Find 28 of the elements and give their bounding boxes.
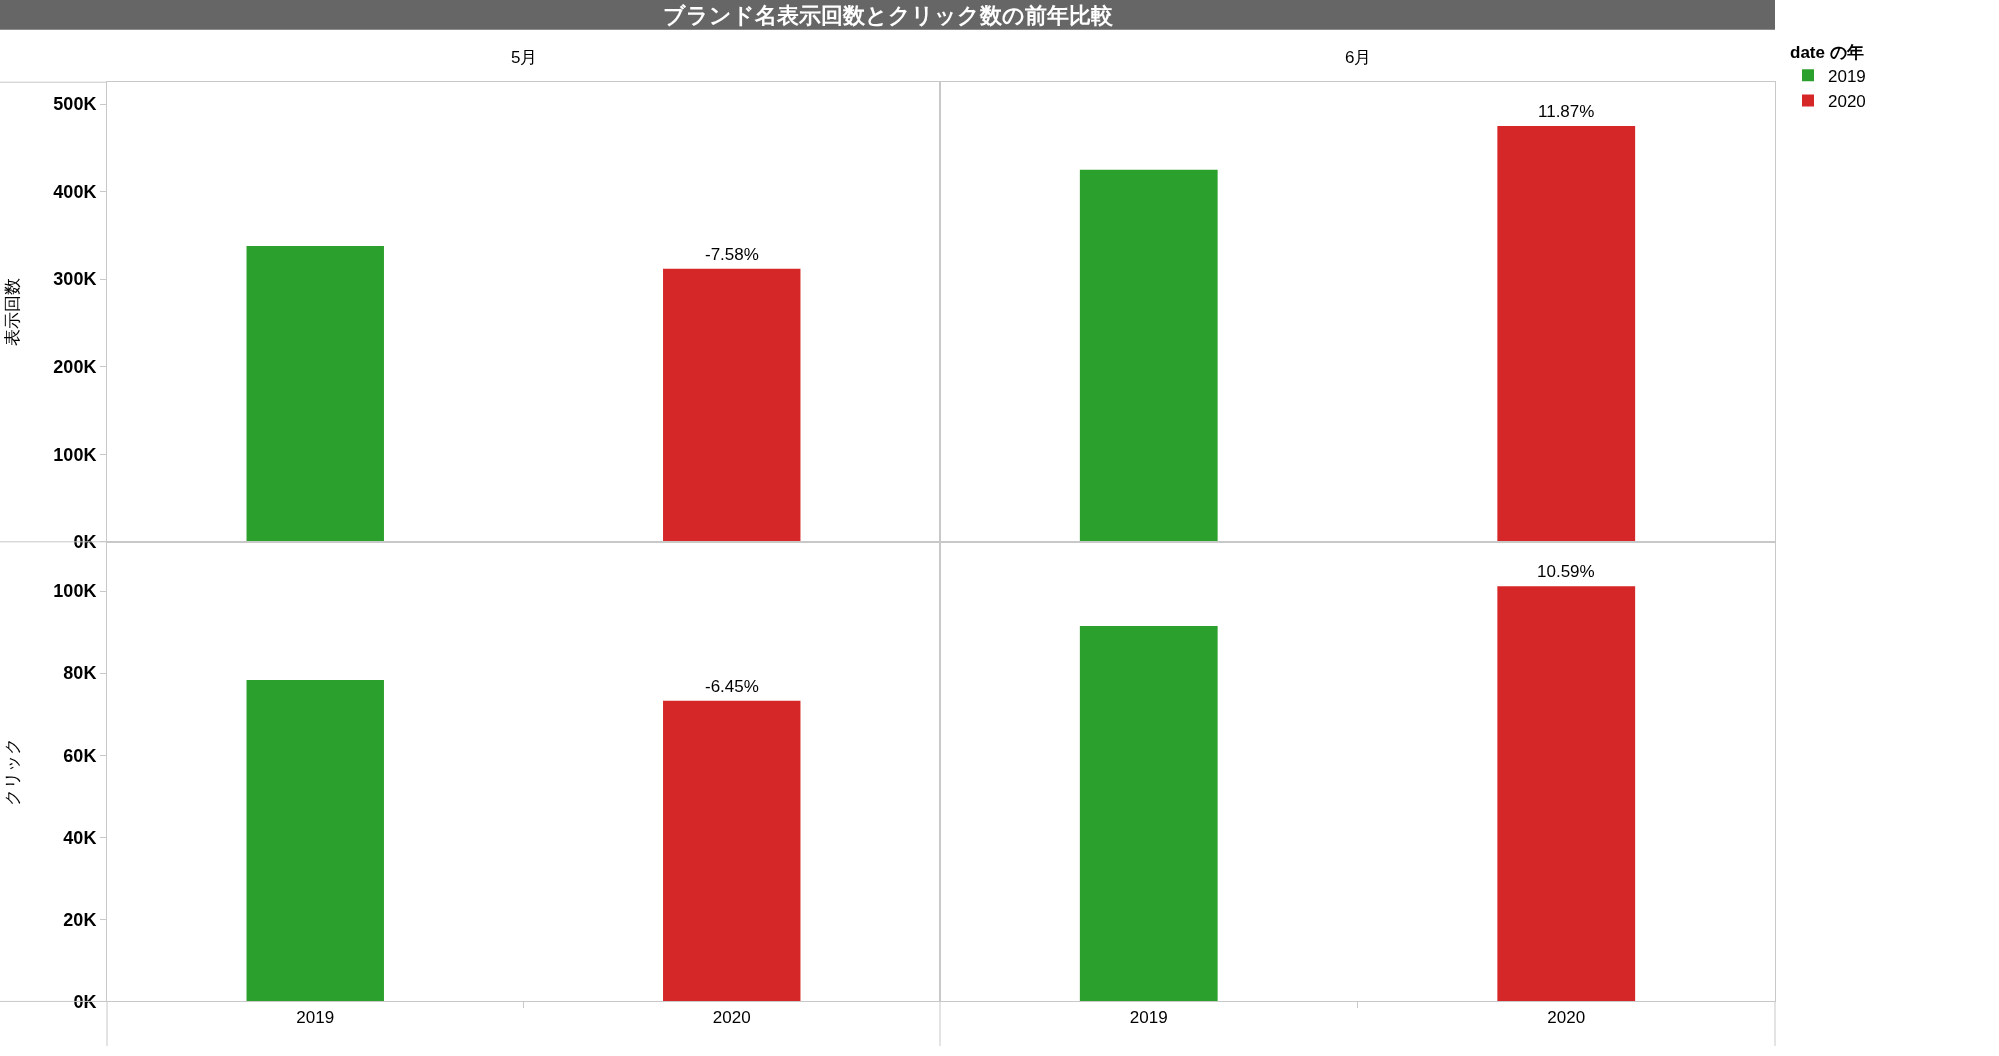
x-tick-label: 2019 xyxy=(1129,1007,1168,1027)
y-tick-label: 0K xyxy=(73,991,97,1012)
y-tick-label: 200K xyxy=(53,357,97,378)
x-tick-label: 2020 xyxy=(712,1007,751,1027)
annotation: 11.87% xyxy=(1538,102,1595,121)
annotation: -6.45% xyxy=(705,677,759,696)
text: 6月 xyxy=(1345,48,1372,67)
y-axis-title: クリック xyxy=(2,737,22,806)
y-tick-label: 100K xyxy=(53,444,97,465)
legend-label: 2020 xyxy=(1828,92,1866,112)
y-tick-label: 500K xyxy=(53,94,97,115)
x-tick-label: 2019 xyxy=(296,1007,335,1027)
y-tick-label: 300K xyxy=(53,269,97,290)
y-tick-label: 0K xyxy=(73,532,97,553)
chart-title: ブランド名表示回数とクリック数の前年比較 xyxy=(663,2,1114,28)
text: 5月 xyxy=(511,48,538,67)
y-axis-title: 表示回数 xyxy=(2,278,22,347)
y-tick-label: 80K xyxy=(63,663,97,684)
legend-label: 2019 xyxy=(1828,66,1866,86)
x-tick-label: 2020 xyxy=(1547,1007,1586,1027)
y-tick-label: 40K xyxy=(63,827,97,848)
annotation: -7.58% xyxy=(705,245,759,264)
legend-title: date の年 xyxy=(1790,42,1864,62)
y-tick-label: 60K xyxy=(63,745,97,766)
y-tick-label: 400K xyxy=(53,181,97,202)
annotation: 10.59% xyxy=(1537,562,1595,581)
y-tick-label: 20K xyxy=(63,909,97,930)
y-tick-label: 100K xyxy=(53,581,97,602)
